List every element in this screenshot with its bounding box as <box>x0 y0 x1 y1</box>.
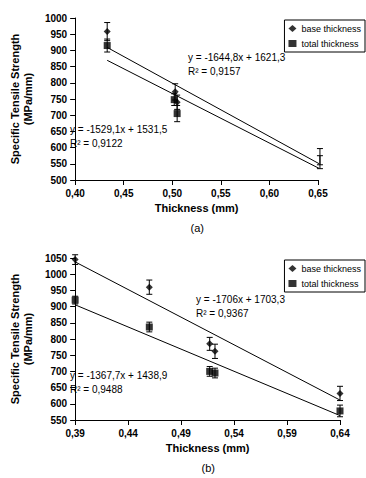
svg-text:(a): (a) <box>191 222 204 234</box>
svg-text:y = -1529,1x + 1531,5: y = -1529,1x + 1531,5 <box>70 124 168 135</box>
svg-text:y = -1367,7x + 1438,9: y = -1367,7x + 1438,9 <box>70 370 168 381</box>
svg-text:1050: 1050 <box>45 253 68 264</box>
svg-text:850: 850 <box>50 61 67 72</box>
svg-text:800: 800 <box>50 334 67 345</box>
svg-text:750: 750 <box>50 94 67 105</box>
svg-text:base thickness: base thickness <box>301 24 361 34</box>
svg-text:0,65: 0,65 <box>308 188 328 199</box>
svg-text:500: 500 <box>50 175 67 186</box>
svg-text:950: 950 <box>50 29 67 40</box>
svg-text:Specific Tensile Strength: Specific Tensile Strength <box>9 33 21 164</box>
svg-text:y = -1644,8x + 1621,3: y = -1644,8x + 1621,3 <box>188 52 286 63</box>
svg-text:0,50: 0,50 <box>163 188 183 199</box>
svg-text:900: 900 <box>50 301 67 312</box>
svg-text:600: 600 <box>50 398 67 409</box>
svg-text:1000: 1000 <box>45 269 68 280</box>
svg-text:y = -1706x + 1703,3: y = -1706x + 1703,3 <box>196 294 285 305</box>
svg-text:650: 650 <box>50 382 67 393</box>
svg-text:800: 800 <box>50 77 67 88</box>
svg-text:700: 700 <box>50 110 67 121</box>
svg-text:Specific Tensile Strength: Specific Tensile Strength <box>9 273 21 404</box>
svg-text:Thickness (mm): Thickness (mm) <box>166 442 250 454</box>
svg-text:600: 600 <box>50 142 67 153</box>
svg-text:0,39: 0,39 <box>65 428 85 439</box>
svg-text:(MPa/mm): (MPa/mm) <box>22 72 34 125</box>
svg-text:0,49: 0,49 <box>171 428 191 439</box>
svg-text:base thickness: base thickness <box>301 264 361 274</box>
svg-text:R² = 0,9367: R² = 0,9367 <box>196 308 249 319</box>
svg-text:(MPa/mm): (MPa/mm) <box>22 312 34 365</box>
svg-text:650: 650 <box>50 126 67 137</box>
svg-text:R² = 0,9157: R² = 0,9157 <box>188 66 241 77</box>
svg-text:0,60: 0,60 <box>260 188 280 199</box>
svg-text:Thickness (mm): Thickness (mm) <box>155 202 239 214</box>
svg-text:(b): (b) <box>202 462 215 474</box>
svg-text:700: 700 <box>50 366 67 377</box>
svg-text:total thickness: total thickness <box>301 279 359 289</box>
svg-text:950: 950 <box>50 285 67 296</box>
svg-text:R² = 0,9488: R² = 0,9488 <box>70 384 123 395</box>
svg-text:550: 550 <box>50 415 67 426</box>
svg-text:0,59: 0,59 <box>277 428 297 439</box>
svg-text:0,64: 0,64 <box>330 428 350 439</box>
svg-text:total thickness: total thickness <box>301 39 359 49</box>
svg-text:0,44: 0,44 <box>118 428 138 439</box>
svg-text:0,45: 0,45 <box>114 188 134 199</box>
svg-text:900: 900 <box>50 45 67 56</box>
svg-text:0,54: 0,54 <box>224 428 244 439</box>
svg-text:0,55: 0,55 <box>211 188 231 199</box>
svg-text:R² = 0,9122: R² = 0,9122 <box>70 138 123 149</box>
svg-text:750: 750 <box>50 350 67 361</box>
svg-text:850: 850 <box>50 317 67 328</box>
svg-text:550: 550 <box>50 158 67 169</box>
svg-text:0,40: 0,40 <box>65 188 85 199</box>
svg-text:1000: 1000 <box>45 13 68 24</box>
